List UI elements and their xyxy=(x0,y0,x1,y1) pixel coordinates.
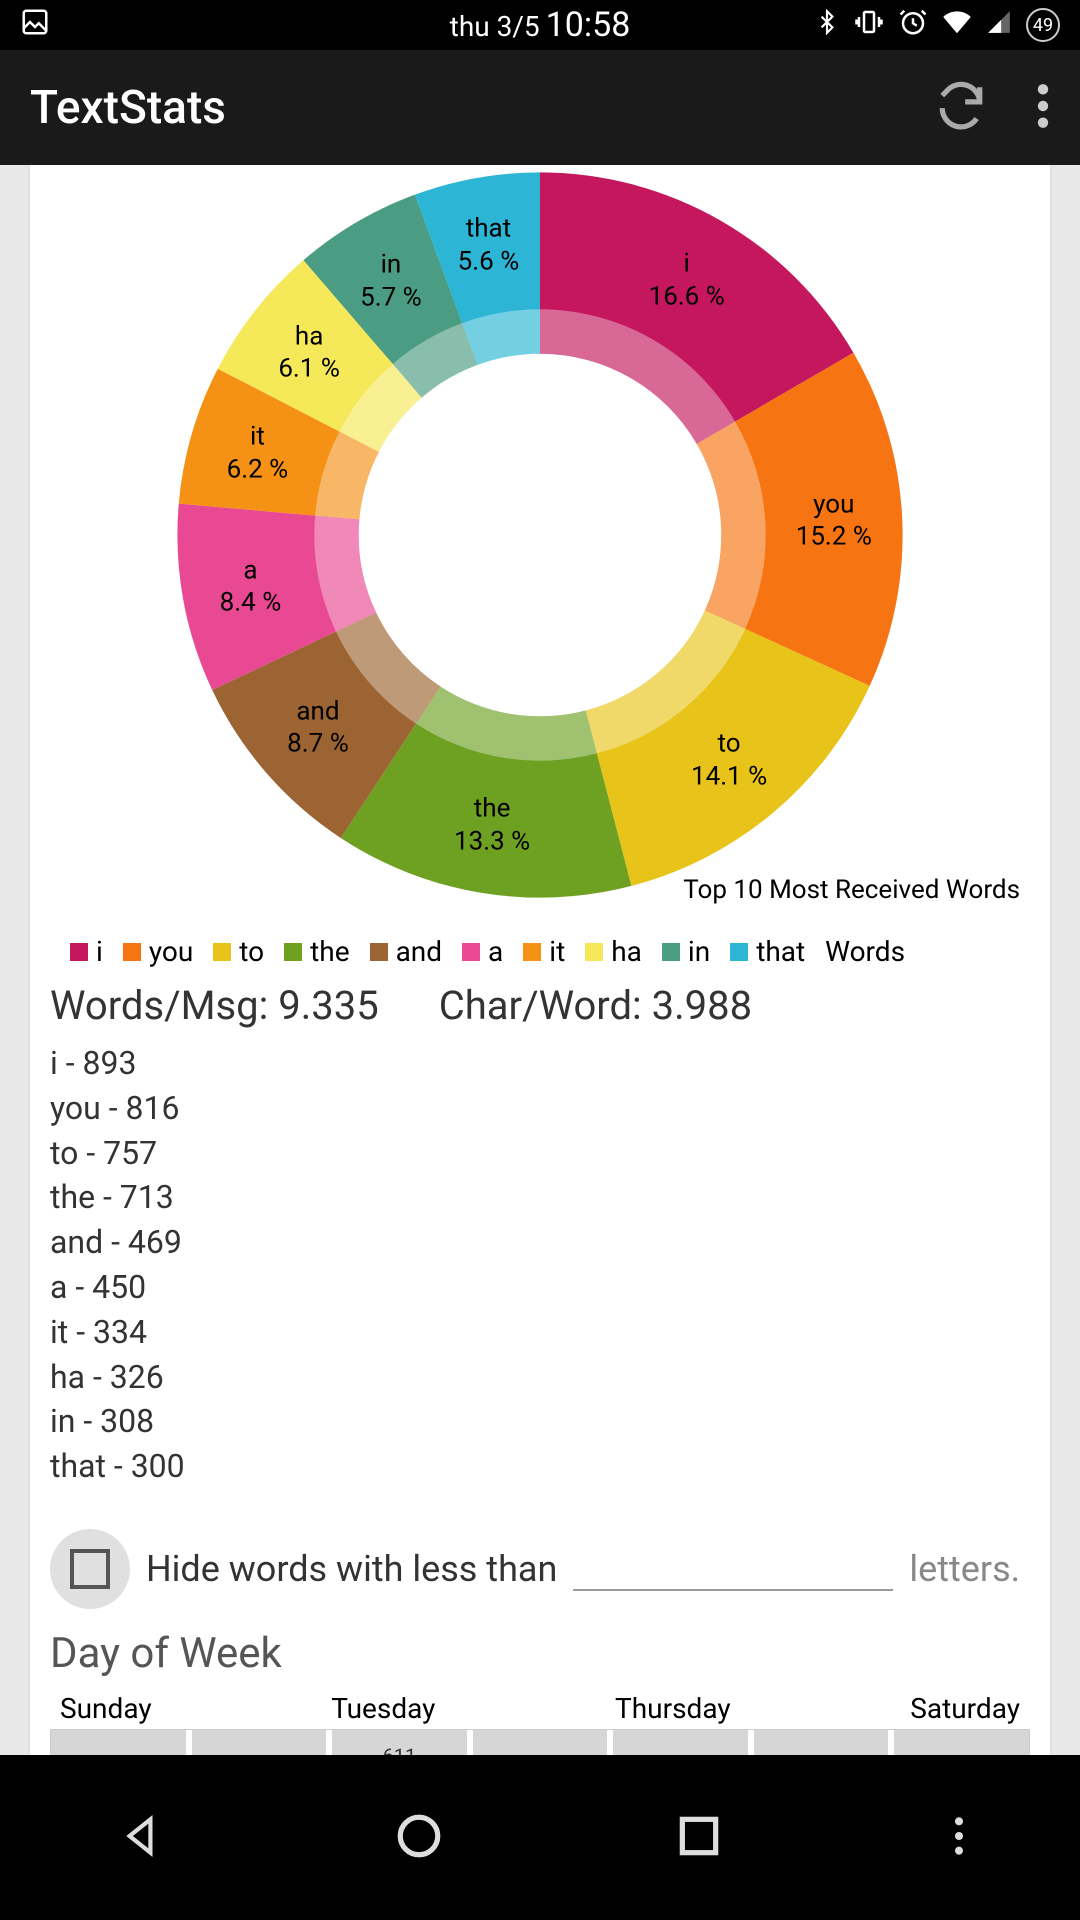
hide-threshold-input[interactable] xyxy=(573,1547,893,1591)
word-count-row: to - 757 xyxy=(50,1131,1030,1176)
battery-icon: 49 xyxy=(1026,8,1060,42)
legend-item: it xyxy=(523,935,565,968)
chart-legend: iyoutotheandaithainthat Words xyxy=(70,935,1030,968)
refresh-button[interactable] xyxy=(936,81,986,135)
word-count-row: ha - 326 xyxy=(50,1355,1030,1400)
char-per-word-value: 3.988 xyxy=(652,982,752,1029)
donut-slice-label: you15.2 % xyxy=(796,488,872,553)
words-per-msg-label: Words/Msg: xyxy=(50,982,268,1029)
donut-slice-label: the13.3 % xyxy=(454,793,530,858)
legend-item: you xyxy=(123,935,193,968)
signal-icon xyxy=(986,9,1012,42)
back-button[interactable] xyxy=(115,1811,165,1865)
legend-item: and xyxy=(370,935,442,968)
app-title: TextStats xyxy=(30,81,226,135)
donut-slice-label: i16.6 % xyxy=(649,248,725,313)
hide-checkbox[interactable] xyxy=(50,1529,130,1609)
image-icon xyxy=(20,7,50,44)
word-count-row: i - 893 xyxy=(50,1041,1030,1086)
bluetooth-icon xyxy=(814,9,840,42)
hide-prefix: Hide words with less than xyxy=(146,1548,557,1590)
donut-slice-label: it6.2 % xyxy=(227,421,289,486)
stats-card: i16.6 % you15.2 % to14.1 % the13.3 % and8.7 … xyxy=(30,165,1050,1755)
word-count-row: you - 816 xyxy=(50,1086,1030,1131)
legend-item: to xyxy=(213,935,264,968)
home-button[interactable] xyxy=(394,1811,444,1865)
legend-item: i xyxy=(70,935,103,968)
legend-item: the xyxy=(284,935,349,968)
word-count-row: that - 300 xyxy=(50,1444,1030,1489)
donut-slice-label: ha6.1 % xyxy=(278,320,340,385)
word-count-row: in - 308 xyxy=(50,1399,1030,1444)
word-count-row: a - 450 xyxy=(50,1265,1030,1310)
alarm-icon xyxy=(898,7,928,44)
dow-day-label: Tuesday xyxy=(331,1692,435,1725)
status-date: thu 3/5 xyxy=(450,10,540,43)
dow-day-label: Saturday xyxy=(910,1692,1020,1725)
hide-words-row: Hide words with less than letters. xyxy=(50,1529,1030,1609)
recents-button[interactable] xyxy=(674,1811,724,1865)
legend-item: that xyxy=(730,935,805,968)
dow-day-label: Thursday xyxy=(615,1692,731,1725)
navigation-bar xyxy=(0,1755,1080,1920)
donut-slice-label: a8.4 % xyxy=(220,554,282,619)
donut-slice-label: and8.7 % xyxy=(287,695,349,760)
status-bar: thu 3/5 10:58 49 xyxy=(0,0,1080,50)
app-bar: TextStats xyxy=(0,50,1080,165)
nav-overflow-button[interactable] xyxy=(953,1814,965,1862)
donut-chart: i16.6 % you15.2 % to14.1 % the13.3 % and8.7 … xyxy=(170,165,910,905)
status-time: 10:58 xyxy=(546,5,631,45)
overflow-menu-button[interactable] xyxy=(1036,81,1050,135)
legend-item: ha xyxy=(585,935,642,968)
dow-bar-value: 611 xyxy=(383,1744,417,1755)
legend-title: Words xyxy=(825,935,905,968)
dow-title: Day of Week xyxy=(50,1629,1030,1678)
dow-bars: 611 xyxy=(50,1729,1030,1755)
legend-item: a xyxy=(462,935,503,968)
vibrate-icon xyxy=(854,7,884,44)
word-counts-list: i - 893you - 816to - 757the - 713and - 4… xyxy=(50,1041,1030,1489)
words-per-msg-value: 9.335 xyxy=(278,982,378,1029)
dow-header: Sunday Tuesday Thursday Saturday xyxy=(50,1692,1030,1725)
donut-slice-label: in5.7 % xyxy=(360,249,422,314)
word-count-row: and - 469 xyxy=(50,1220,1030,1265)
word-count-row: the - 713 xyxy=(50,1175,1030,1220)
content-area: i16.6 % you15.2 % to14.1 % the13.3 % and8.7 … xyxy=(0,165,1080,1755)
hide-suffix: letters. xyxy=(909,1548,1020,1590)
battery-pct: 49 xyxy=(1033,15,1053,36)
donut-slice-label: to14.1 % xyxy=(691,728,767,793)
legend-item: in xyxy=(662,935,710,968)
char-per-word-label: Char/Word: xyxy=(439,982,642,1029)
wifi-icon xyxy=(942,7,972,44)
word-count-row: it - 334 xyxy=(50,1310,1030,1355)
stats-row: Words/Msg: 9.335 Char/Word: 3.988 xyxy=(50,982,1030,1029)
donut-slice-label: that5.6 % xyxy=(458,213,520,278)
dow-day-label: Sunday xyxy=(60,1692,152,1725)
